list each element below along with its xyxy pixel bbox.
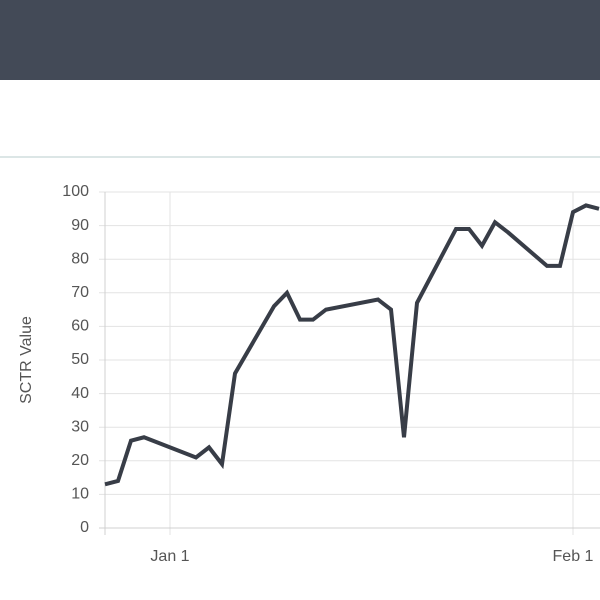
app-header [0,0,600,80]
x-tick-label: Feb 1 [553,548,594,565]
divider [0,156,600,158]
y-tick-label: 80 [71,250,89,267]
y-axis-label: SCTR Value [18,316,35,404]
y-tick-label: 10 [71,486,89,503]
data-line [104,203,600,487]
y-tick-label: 0 [80,519,89,536]
y-tick-label: 40 [71,385,89,402]
x-tick-label: Jan 1 [150,548,189,565]
y-tick-label: 70 [71,284,89,301]
y-tick-label: 50 [71,351,89,368]
y-tick-label: 90 [71,217,89,234]
y-tick-label: 30 [71,418,89,435]
y-tick-label: 20 [71,452,89,469]
y-tick-label: 100 [62,183,89,200]
y-tick-label: 60 [71,318,89,335]
